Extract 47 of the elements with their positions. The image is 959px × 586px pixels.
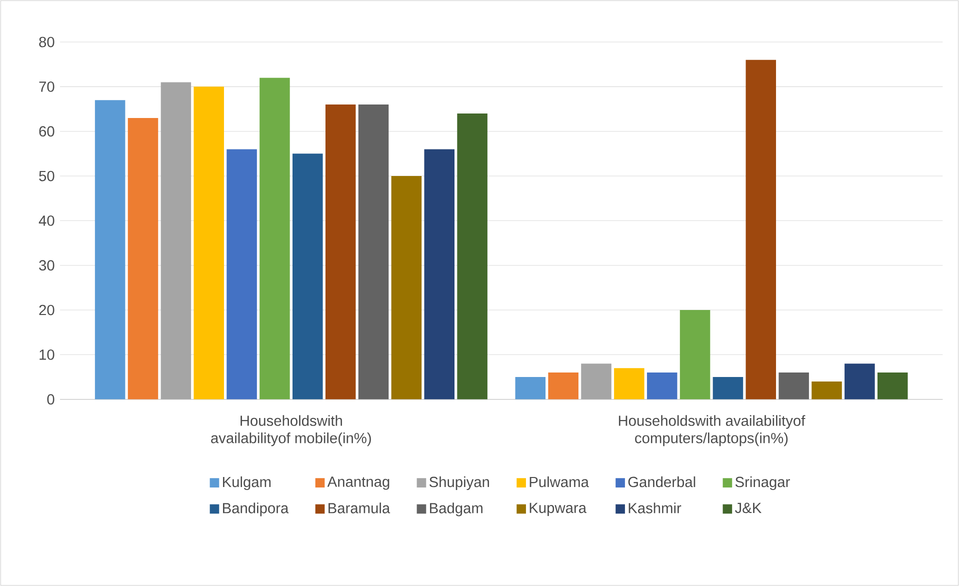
bar (226, 149, 257, 400)
bar (260, 78, 290, 400)
legend-label: Pulwama (530, 476, 589, 488)
legend-label: Shupiyan (429, 476, 489, 490)
bar (358, 104, 389, 400)
bar (424, 149, 454, 400)
y-tick-label: 30 (39, 260, 54, 271)
bar (325, 104, 356, 400)
y-tick-label: 40 (38, 215, 54, 226)
y-tick-label: 10 (40, 349, 54, 360)
legend-label: J&K (735, 502, 762, 514)
bar (548, 372, 578, 400)
legend-label: Kupwara (530, 502, 586, 516)
y-tick-label: 70 (39, 81, 54, 92)
bar (680, 310, 710, 400)
y-tick-label: 0 (47, 394, 54, 405)
bar (746, 60, 776, 400)
legend-label: Anantnag (327, 476, 390, 490)
bar (515, 377, 546, 400)
bar (160, 82, 192, 400)
y-tick-label: 60 (39, 126, 54, 137)
bar (292, 154, 323, 400)
x-tick-label: Householdswith availabilityof computers/laptops(in%) (618, 415, 806, 446)
legend-label: Baramula (328, 502, 390, 514)
legend-label: Ganderbal (628, 476, 696, 488)
legend-label: Bandipora (223, 502, 289, 516)
y-tick-label: 20 (39, 304, 54, 316)
y-tick-label: 80 (39, 36, 54, 48)
bar (457, 113, 488, 400)
legend-label: Kashmir (628, 502, 682, 514)
x-tick-label: Householdswith availabilityof mobile(in%) (211, 415, 371, 446)
legend-label: Badgam (430, 502, 482, 516)
bar (877, 372, 908, 400)
bar (778, 372, 809, 400)
bar (128, 118, 158, 400)
bar (194, 86, 224, 400)
bar (614, 368, 644, 400)
bar (812, 381, 842, 400)
legend-label: Srinagar (735, 476, 790, 490)
legend-label: Kulgam (223, 476, 271, 490)
y-tick-label: 50 (39, 170, 54, 182)
bar (712, 377, 744, 400)
bar (646, 372, 678, 400)
bar (391, 176, 422, 400)
bar (844, 364, 875, 400)
bar (581, 364, 612, 400)
bar (94, 100, 126, 400)
